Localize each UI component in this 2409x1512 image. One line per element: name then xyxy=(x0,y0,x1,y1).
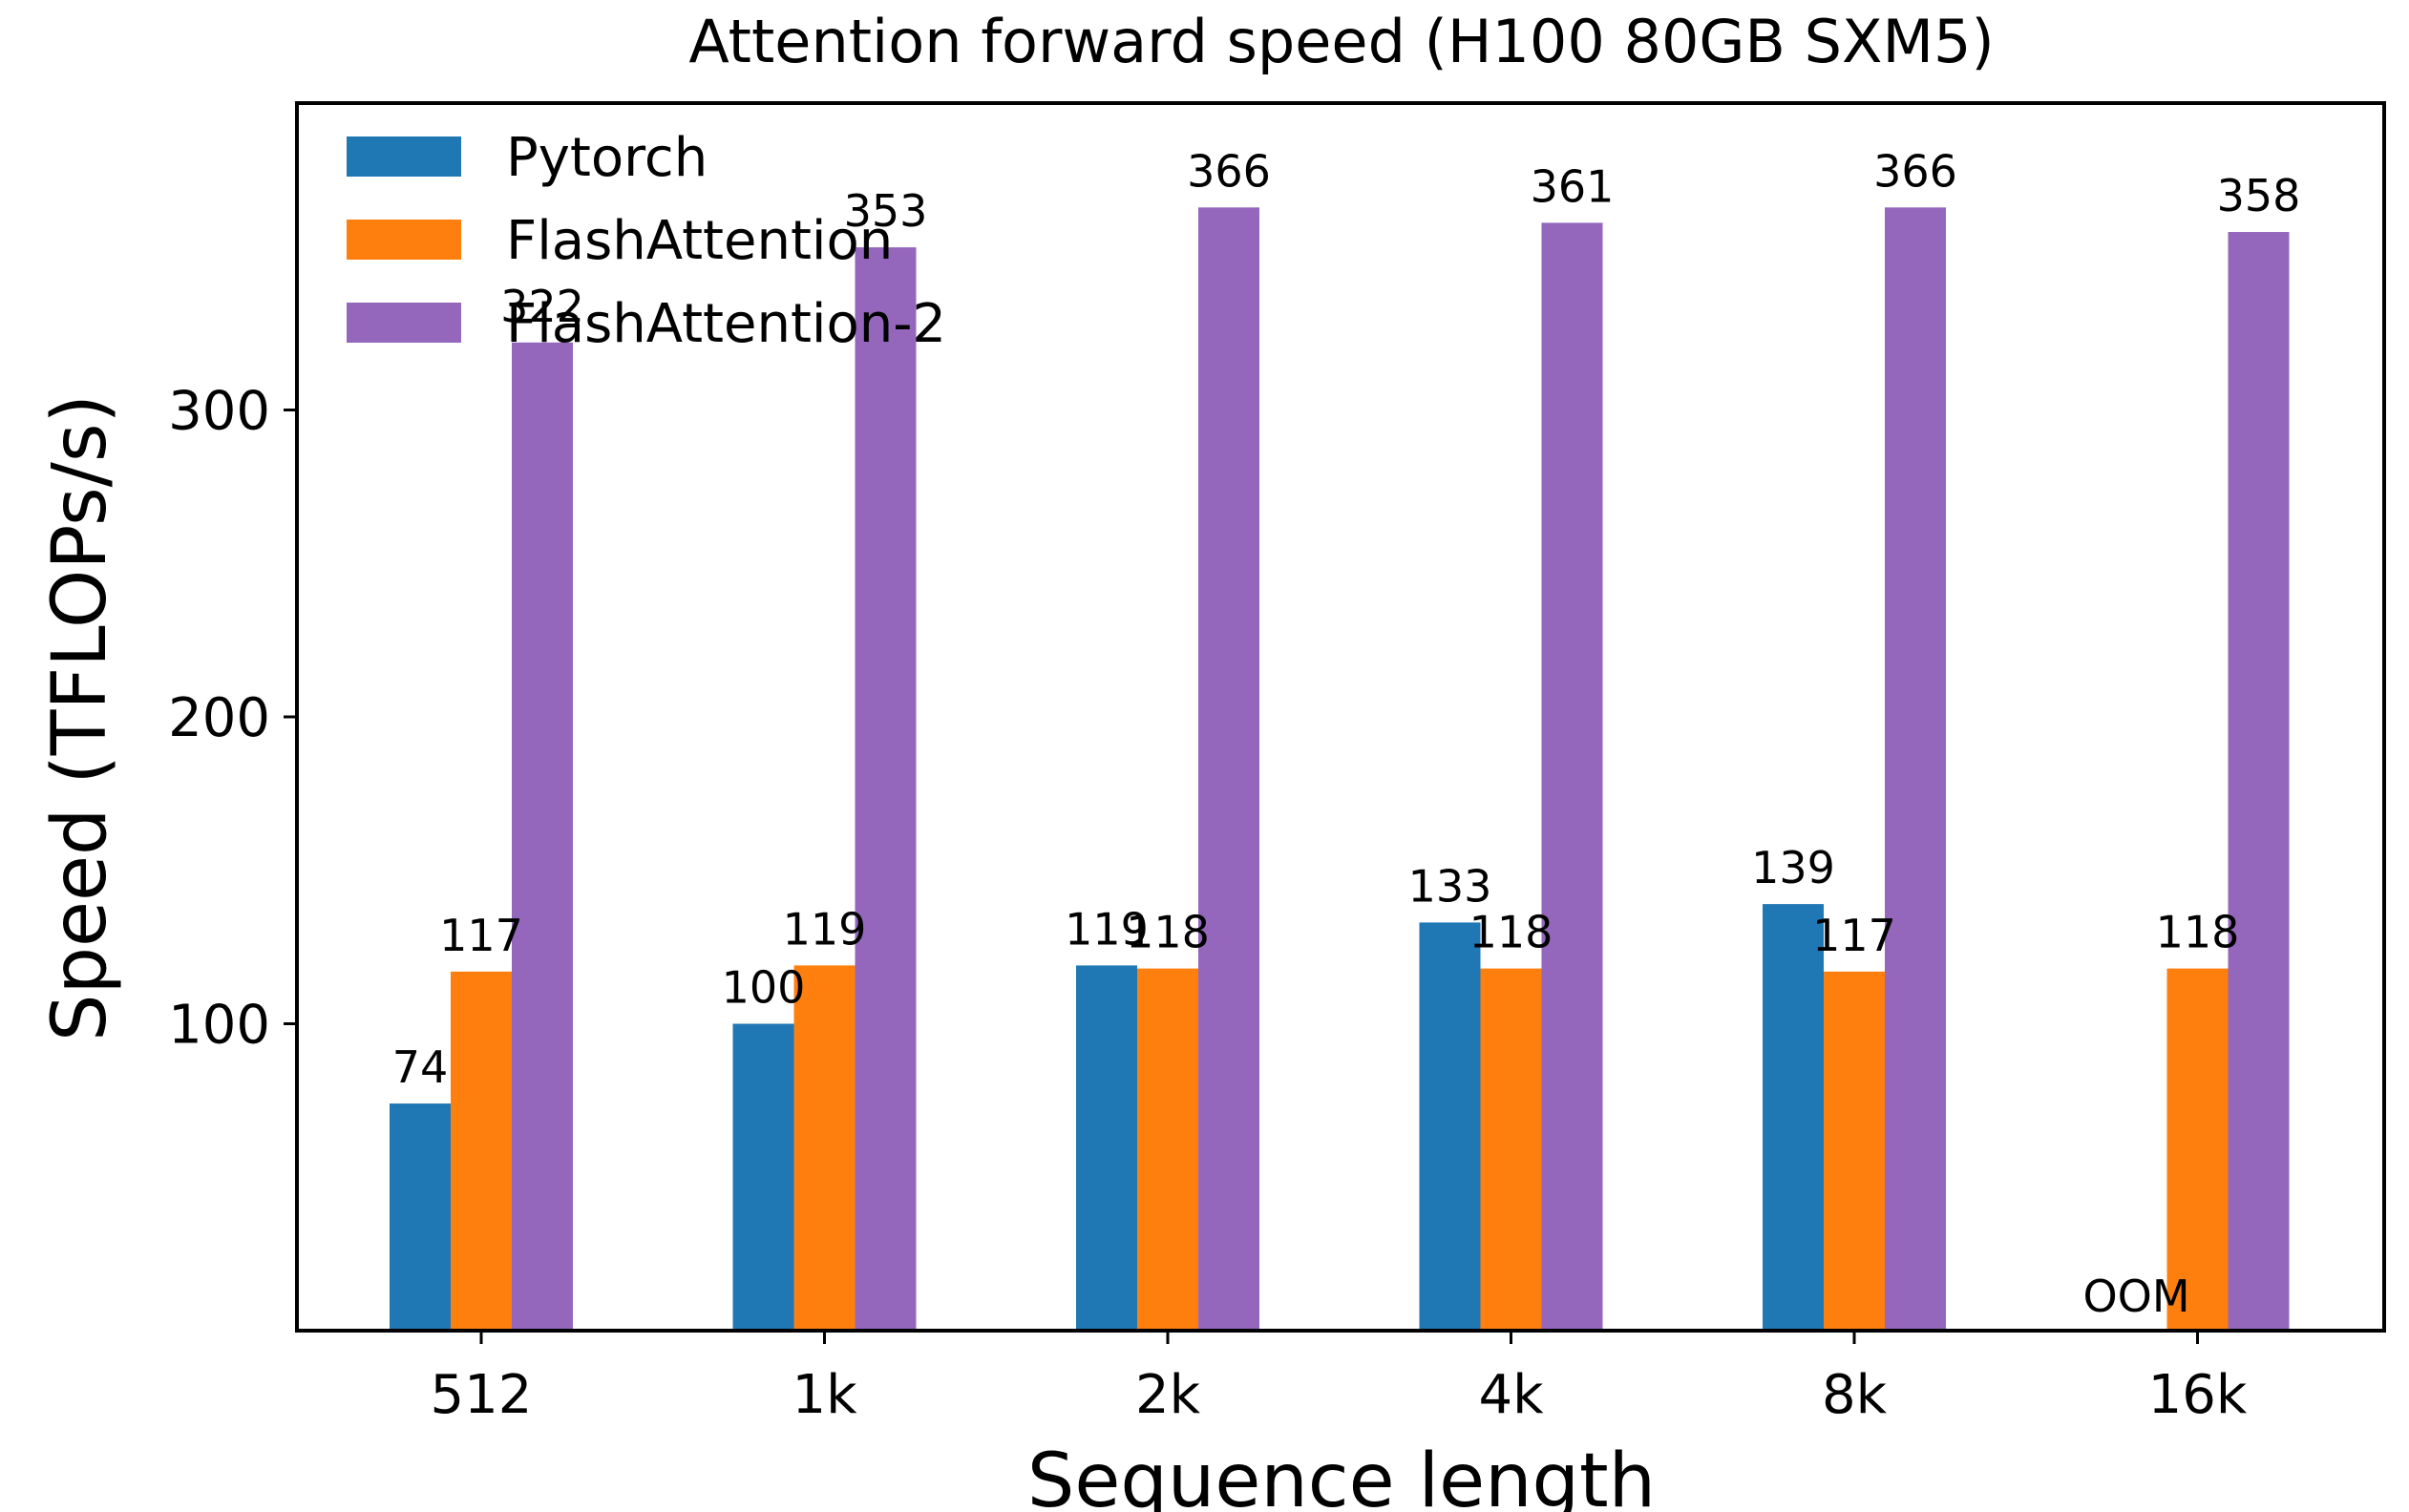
chart-title: Attention forward speed (H100 80GB SXM5) xyxy=(688,7,1994,76)
bar-value-label: 139 xyxy=(1751,842,1835,893)
x-tick-label: 8k xyxy=(1822,1364,1888,1426)
x-axis-label: Sequence length xyxy=(1027,1438,1656,1512)
bar-flashattention-4k xyxy=(1480,968,1542,1331)
plot-frame xyxy=(295,101,2386,1333)
x-tick-label: 2k xyxy=(1135,1364,1201,1426)
x-tick-label: 1k xyxy=(792,1364,857,1426)
bar-value-label: 118 xyxy=(1469,907,1553,958)
legend-swatch xyxy=(347,136,461,177)
bar-flashattention-1k xyxy=(793,965,856,1331)
bar-pytorch-1k xyxy=(732,1023,794,1331)
bar-flashattention-512 xyxy=(451,971,512,1331)
y-tick-label: 100 xyxy=(168,995,270,1057)
bar-flashattention-2-1k xyxy=(855,247,917,1332)
bar-flashattention-2-8k xyxy=(1885,207,1946,1331)
bar-flashattention-8k xyxy=(1824,971,1885,1331)
bar-pytorch-4k xyxy=(1419,922,1481,1331)
y-axis-label: Speed (TFLOPs/s) xyxy=(37,394,123,1041)
bar-value-label: 358 xyxy=(2217,170,2301,221)
bar-value-label: 133 xyxy=(1408,860,1492,912)
bar-value-label: 118 xyxy=(2156,907,2240,958)
y-tick-label: 300 xyxy=(168,381,270,443)
bar-value-label: 74 xyxy=(392,1041,449,1093)
legend-label: FlashAttention xyxy=(506,210,893,272)
x-tick-label: 512 xyxy=(431,1364,533,1426)
bar-pytorch-512 xyxy=(390,1103,451,1331)
bar-pytorch-2k xyxy=(1076,965,1137,1331)
bar-flashattention-2-512 xyxy=(512,342,573,1331)
x-ticks-group: 512 1k 2k 4k 8k 16k xyxy=(431,1331,2248,1426)
bar-pytorch-8k xyxy=(1763,904,1824,1331)
bar-flashattention-2-4k xyxy=(1541,222,1603,1331)
legend-label: Pytorch xyxy=(506,127,708,189)
bar-value-label: 118 xyxy=(1126,907,1210,958)
bars-group xyxy=(390,207,2290,1332)
bar-flashattention-2k xyxy=(1137,968,1198,1331)
bar-value-label: 117 xyxy=(1812,910,1896,961)
bar-value-label: 361 xyxy=(1531,160,1615,212)
y-ticks-group: 100 200 300 xyxy=(168,381,297,1057)
y-tick-label: 200 xyxy=(168,687,270,749)
bar-value-label: 366 xyxy=(1187,145,1271,197)
bar-value-label: 119 xyxy=(1065,903,1149,955)
legend-swatch xyxy=(347,220,461,260)
bar-flashattention-2-16k xyxy=(2228,232,2290,1331)
x-tick-label: 4k xyxy=(1478,1364,1544,1426)
bar-value-label: 322 xyxy=(500,281,584,332)
bar-value-label: 117 xyxy=(439,910,523,961)
bar-labels-group: 7411732210011935311911836613311836113911… xyxy=(392,145,2301,1322)
bar-value-label: 353 xyxy=(844,185,928,237)
legend: Pytorch FlashAttention FlashAttention-2 xyxy=(347,127,946,355)
x-tick-label: 16k xyxy=(2148,1364,2248,1426)
bar-flashattention-16k xyxy=(2166,968,2229,1331)
bar-flashattention-2-2k xyxy=(1198,207,1259,1331)
bar-value-label: 100 xyxy=(722,962,806,1014)
bar-missing-label: OOM xyxy=(2082,1270,2189,1322)
bar-value-label: 366 xyxy=(1873,145,1957,197)
legend-label: FlashAttention-2 xyxy=(506,293,946,355)
legend-swatch xyxy=(347,303,461,343)
bar-value-label: 119 xyxy=(783,903,867,955)
